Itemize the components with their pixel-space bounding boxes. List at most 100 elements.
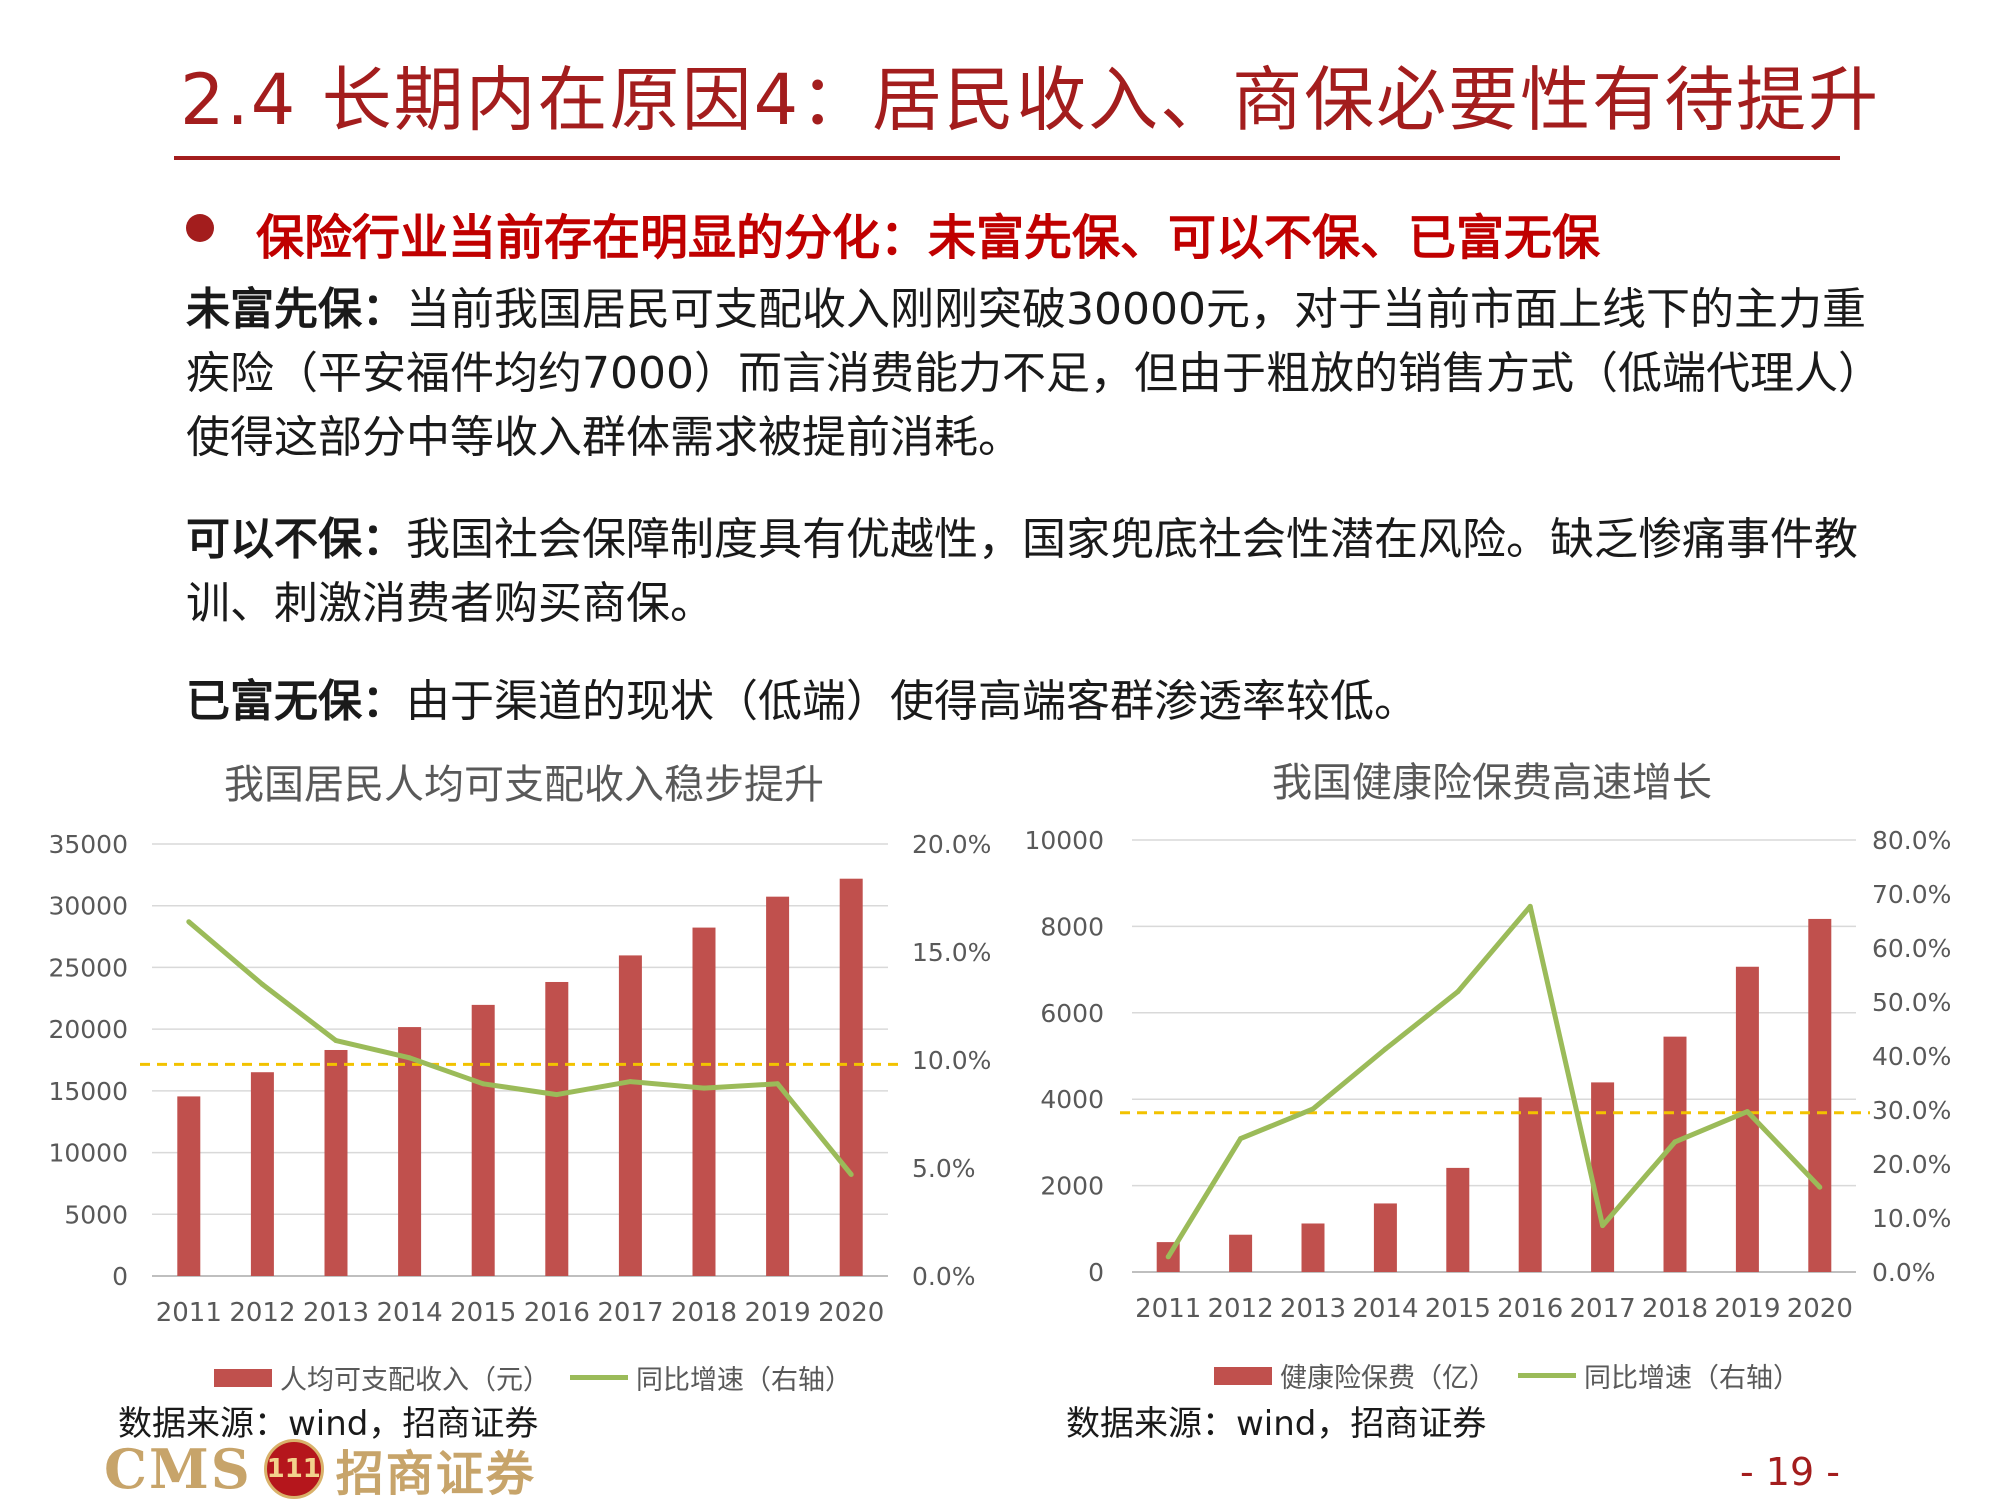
paragraph-3-label: 已富无保： [186, 676, 406, 727]
bar [839, 878, 863, 1276]
growth-point [1455, 989, 1461, 995]
paragraph-3: 已富无保：由于渠道的现状（低端）使得高端客群渗透率较低。 [186, 670, 1866, 734]
growth-point [1165, 1254, 1171, 1260]
left-axis-tick-label: 0 [112, 1262, 128, 1291]
right-axis-tick-label: 20.0% [912, 830, 991, 859]
x-axis-tick-label: 2020 [1787, 1294, 1853, 1324]
growth-line [1166, 903, 1822, 1259]
left-axis-tick-label: 5000 [64, 1200, 128, 1229]
growth-point [1672, 1139, 1678, 1145]
right-axis-tick-label: 5.0% [912, 1154, 976, 1183]
right-axis-tick-label: 15.0% [912, 938, 991, 967]
left-axis-tick-label: 15000 [48, 1077, 128, 1106]
left-axis-tick-label: 6000 [1040, 999, 1104, 1028]
x-axis-tick-label: 2015 [450, 1298, 516, 1328]
x-axis-tick-label: 2017 [1570, 1294, 1636, 1324]
x-axis-tick-label: 2012 [229, 1298, 295, 1328]
bar [398, 1027, 422, 1276]
legend-line-swatch [570, 1375, 628, 1380]
paragraph-3-text: 由于渠道的现状（低端）使得高端客群渗透率较低。 [406, 676, 1418, 727]
chart-2-health-premium: 0 2000 4000 6000 8000 10000 0.0% 10.0% 20.0% 30.0… [1024, 826, 1951, 1324]
bar [250, 1072, 274, 1276]
bar [471, 1004, 495, 1276]
x-axis-tick-label: 2015 [1425, 1294, 1491, 1324]
legend-line-swatch [1518, 1373, 1576, 1378]
left-axis-tick-label: 10000 [48, 1139, 128, 1168]
chart-1-title: 我国居民人均可支配收入稳步提升 [224, 762, 824, 808]
right-axis-tick-label: 80.0% [1872, 826, 1951, 855]
left-axis-tick-label: 35000 [48, 830, 128, 859]
logo-cn-text: 招商证券 [335, 1446, 536, 1502]
right-axis-tick-label: 10.0% [1872, 1204, 1951, 1233]
right-axis-tick-label: 40.0% [1872, 1042, 1951, 1071]
bar [545, 981, 569, 1276]
left-axis-tick-label: 2000 [1040, 1172, 1104, 1201]
x-axis-tick-label: 2012 [1208, 1294, 1274, 1324]
bar [324, 1049, 348, 1276]
bar [1808, 918, 1832, 1272]
x-axis-tick-label: 2011 [1135, 1294, 1201, 1324]
x-axis-tick-label: 2013 [303, 1298, 369, 1328]
right-axis-tick-label: 20.0% [1872, 1150, 1951, 1179]
growth-point [186, 919, 192, 925]
page-number: - 19 - [1740, 1450, 1840, 1494]
chart-1-legend-bar: 人均可支配收入（元） [214, 1358, 550, 1397]
paragraph-2: 可以不保：我国社会保障制度具有优越性，国家兜底社会性潜在风险。缺乏惨痛事件教训、… [186, 508, 1866, 636]
right-axis-tick-label: 30.0% [1872, 1096, 1951, 1125]
x-axis-tick-label: 2020 [818, 1298, 884, 1328]
chart-2-legend-line: 同比增速（右轴） [1518, 1356, 1800, 1395]
x-axis-tick-label: 2017 [597, 1298, 663, 1328]
left-axis-tick-label: 25000 [48, 953, 128, 982]
growth-point [1310, 1106, 1316, 1112]
paragraph-1-label: 未富先保： [186, 284, 406, 335]
bar [1446, 1167, 1470, 1272]
growth-line [187, 919, 854, 1177]
x-axis-tick-label: 2018 [671, 1298, 737, 1328]
growth-point [554, 1092, 560, 1098]
left-axis-tick-label: 30000 [48, 892, 128, 921]
legend-bar-swatch [214, 1368, 272, 1387]
growth-point [333, 1038, 339, 1044]
growth-point [1527, 903, 1533, 909]
bar [177, 1096, 201, 1276]
growth-point [480, 1081, 486, 1087]
right-axis-tick-label: 0.0% [912, 1262, 976, 1291]
x-axis-tick-label: 2016 [1497, 1294, 1563, 1324]
page-title: 2.4 长期内在原因4：居民收入、商保必要性有待提升 [180, 59, 1881, 141]
right-axis-tick-label: 10.0% [912, 1046, 991, 1075]
chart-1-legend-line: 同比增速（右轴） [570, 1358, 852, 1397]
growth-point [1238, 1136, 1244, 1142]
right-axis-tick-label: 60.0% [1872, 934, 1951, 963]
logo-cms-text: CMS [104, 1437, 252, 1501]
growth-point [1817, 1184, 1823, 1190]
paragraph-2-label: 可以不保： [186, 514, 406, 565]
x-axis-tick-label: 2014 [377, 1298, 443, 1328]
growth-point [259, 981, 265, 987]
growth-point [1382, 1046, 1388, 1052]
right-axis-tick-label: 0.0% [1872, 1258, 1936, 1287]
growth-point [701, 1085, 707, 1091]
right-axis-tick-label: 70.0% [1872, 880, 1951, 909]
bar [1518, 1097, 1542, 1272]
x-axis-tick-label: 2013 [1280, 1294, 1346, 1324]
title-divider [174, 156, 1840, 160]
bar [618, 955, 642, 1276]
left-axis-tick-label: 8000 [1040, 912, 1104, 941]
right-axis-tick-label: 50.0% [1872, 988, 1951, 1017]
chart-1-income: 0 5000 10000 15000 20000 25000 30000 35000 0.0% 5… [48, 830, 991, 1328]
x-axis-tick-label: 2019 [745, 1298, 811, 1328]
growth-point [1744, 1109, 1750, 1115]
x-axis-tick-label: 2011 [156, 1298, 222, 1328]
left-axis-tick-label: 0 [1088, 1258, 1104, 1287]
bar [1301, 1223, 1325, 1272]
x-axis-tick-label: 2019 [1714, 1294, 1780, 1324]
bar [692, 927, 716, 1276]
paragraph-1: 未富先保：当前我国居民可支配收入刚刚突破30000元，对于当前市面上线下的主力重… [186, 278, 1866, 470]
bullet-icon [186, 214, 214, 242]
chart-1-source: 数据来源：wind，招商证券 [118, 1404, 539, 1444]
bullet-headline: 保险行业当前存在明显的分化：未富先保、可以不保、已富无保 [256, 210, 1601, 266]
growth-point [848, 1171, 854, 1177]
bar [1735, 966, 1759, 1272]
company-logo: CMS 111 招商证券 [104, 1434, 536, 1504]
chart-2-legend-bar: 健康险保费（亿） [1214, 1356, 1496, 1395]
